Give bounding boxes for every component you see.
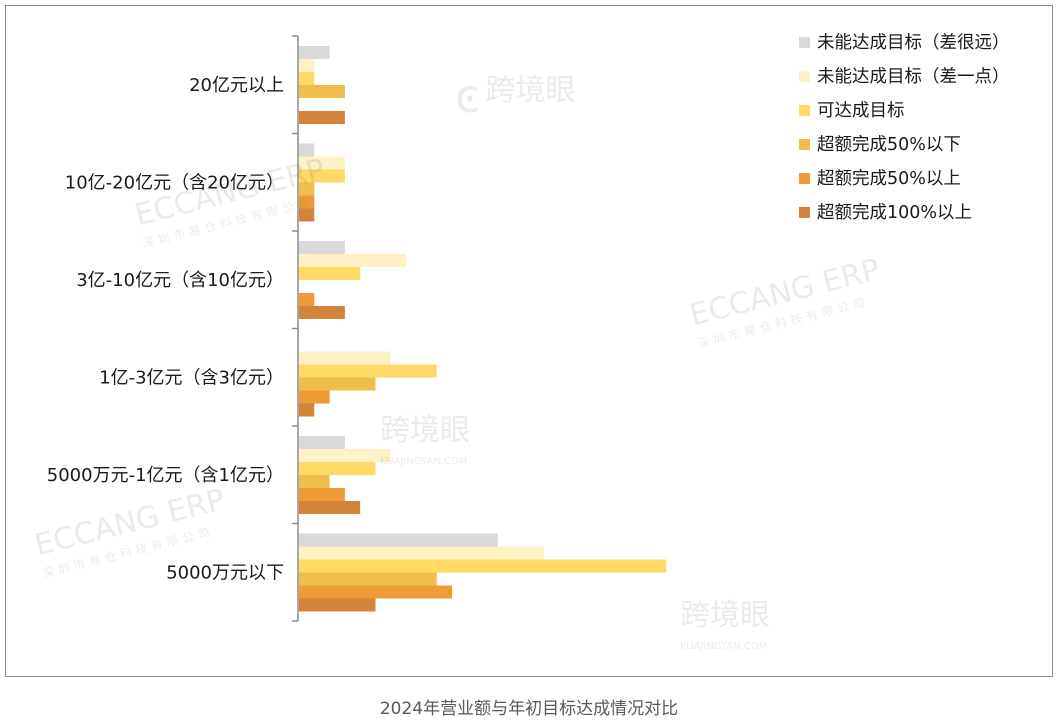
bar [299, 241, 345, 254]
bar [299, 182, 315, 196]
legend-swatch [799, 105, 810, 116]
legend-swatch [799, 207, 810, 218]
bar [299, 475, 330, 488]
category-labels: 20亿元以上 10亿-20亿元（含20亿元） 3亿-10亿元（含10亿元） 1亿-3亿… [47, 75, 284, 584]
bars-layer [299, 46, 667, 612]
legend-label: 未能达成目标（差一点） [817, 67, 1010, 87]
legend-swatch [799, 71, 810, 82]
axis-layer [292, 35, 299, 622]
bar [299, 559, 667, 573]
chart-frame: 20亿元以上 10亿-20亿元（含20亿元） 3亿-10亿元（含10亿元） 1亿-3亿… [5, 5, 1053, 677]
legend-label: 超额完成50%以上 [817, 169, 961, 189]
legend-label: 未能达成目标（差很远） [817, 33, 1010, 53]
bar [299, 598, 376, 612]
legend-label: 超额完成50%以下 [817, 135, 961, 155]
bar [299, 195, 315, 209]
bar [299, 169, 345, 183]
bar [299, 390, 330, 404]
legend-swatch [799, 37, 810, 48]
bar [299, 306, 345, 319]
bar [299, 533, 498, 547]
category-label: 5000万元-1亿元（含1亿元） [47, 465, 284, 486]
legend-swatch [799, 139, 810, 150]
legend-swatch [799, 173, 810, 184]
bar [299, 59, 315, 72]
bar [299, 585, 452, 599]
bar [299, 351, 391, 365]
bar [299, 293, 315, 306]
bar [299, 501, 361, 514]
bar [299, 488, 345, 501]
bar-chart: 20亿元以上 10亿-20亿元（含20亿元） 3亿-10亿元（含10亿元） 1亿-3亿… [47, 33, 1010, 622]
legend: 未能达成目标（差很远） 未能达成目标（差一点） 可达成目标超额完成50%以下超额完成… [799, 33, 1010, 223]
bar [299, 267, 361, 280]
bar [299, 46, 330, 59]
bar [299, 403, 315, 417]
bar [299, 364, 437, 378]
bar [299, 436, 345, 449]
bar [299, 72, 315, 85]
bar [299, 254, 407, 267]
category-label: 1亿-3亿元（含3亿元） [99, 367, 284, 388]
bar [299, 462, 376, 475]
category-label: 5000万元以下 [166, 562, 284, 583]
legend-label: 超额完成100%以上 [817, 203, 972, 223]
bar [299, 546, 544, 560]
bar [299, 377, 376, 391]
bar [299, 156, 345, 170]
bar [299, 143, 315, 157]
category-label: 3亿-10亿元（含10亿元） [76, 270, 284, 291]
bar [299, 111, 345, 124]
category-label: 20亿元以上 [189, 75, 284, 96]
legend-label: 可达成目标 [817, 101, 905, 121]
bar [299, 572, 437, 586]
chart-caption: 2024年营业额与年初目标达成情况对比 [379, 699, 679, 719]
category-label: 10亿-20亿元（含20亿元） [65, 172, 284, 193]
bar [299, 208, 315, 222]
bar [299, 449, 391, 462]
bar [299, 85, 345, 98]
